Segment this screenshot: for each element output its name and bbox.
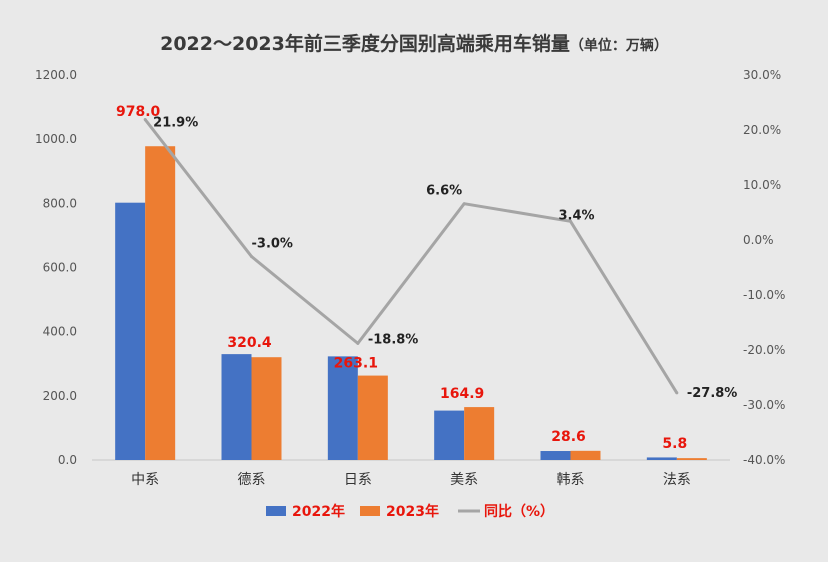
right-tick-label: -30.0% xyxy=(743,398,785,412)
legend-label: 同比（%） xyxy=(484,503,554,520)
data-label-yoy: 3.4% xyxy=(559,208,595,223)
category-label: 德系 xyxy=(238,472,266,488)
legend-swatch xyxy=(266,506,286,516)
data-label-yoy: -27.8% xyxy=(687,386,738,401)
yoy-line xyxy=(143,118,679,395)
yoy-point xyxy=(356,341,360,345)
legend-label: 2022年 xyxy=(292,503,345,520)
legend: 2022年 2023年 同比（%） xyxy=(266,503,554,520)
yoy-point xyxy=(143,118,147,122)
bar-2023 xyxy=(464,407,495,460)
bar-2022 xyxy=(540,451,571,460)
bar-2023 xyxy=(570,450,601,460)
bar-2022 xyxy=(115,202,146,461)
bar-2023 xyxy=(357,375,388,460)
legend-label: 2023年 xyxy=(386,503,439,520)
chart-title-unit: （单位：万辆） xyxy=(570,37,668,54)
bar-2022 xyxy=(221,354,252,460)
yoy-point xyxy=(250,255,253,258)
right-tick-label: 20.0% xyxy=(743,123,781,137)
category-label: 韩系 xyxy=(557,472,585,488)
chart-title: 2022～2023年前三季度分国别高端乘用车销量（单位：万辆） xyxy=(160,32,668,55)
yoy-point xyxy=(569,219,572,223)
left-tick-label: 0.0 xyxy=(58,453,77,467)
category-label: 中系 xyxy=(131,472,159,488)
bar-2023 xyxy=(145,146,176,460)
bar-2023 xyxy=(251,357,282,460)
left-tick-label: 400.0 xyxy=(43,325,77,339)
data-labels: 978.0 320.4 263.1 164.9 28.6 5.8 21.9% -3.0% -18… xyxy=(116,104,737,452)
chart-title-main: 2022～2023年前三季度分国别高端乘用车销量 xyxy=(160,32,570,55)
data-label-2023: 5.8 xyxy=(662,436,687,452)
legend-swatch xyxy=(360,506,380,516)
right-tick-label: -20.0% xyxy=(743,343,785,357)
category-label: 日系 xyxy=(344,472,372,488)
left-tick-label: 800.0 xyxy=(43,196,77,210)
left-tick-label: 600.0 xyxy=(43,261,77,275)
yoy-polyline xyxy=(143,118,679,394)
yoy-point xyxy=(675,391,679,395)
bar-2022 xyxy=(434,410,465,460)
right-tick-label: -40.0% xyxy=(743,453,785,467)
bar-2022 xyxy=(327,356,358,460)
right-tick-label: -10.0% xyxy=(743,288,785,302)
right-tick-label: 0.0% xyxy=(743,233,774,247)
bar-2023 xyxy=(676,458,707,460)
data-label-yoy: 6.6% xyxy=(426,184,462,199)
left-tick-label: 1200.0 xyxy=(35,68,77,82)
data-label-yoy: 21.9% xyxy=(153,116,198,131)
data-label-2023: 978.0 xyxy=(116,104,161,120)
category-label: 美系 xyxy=(450,472,478,488)
yoy-point xyxy=(462,202,466,206)
bar-2022 xyxy=(646,457,677,460)
right-tick-label: 10.0% xyxy=(743,178,781,192)
data-label-2023: 164.9 xyxy=(440,386,484,402)
data-label-yoy: -3.0% xyxy=(252,237,293,252)
data-label-2023: 320.4 xyxy=(227,335,272,351)
bars xyxy=(115,146,707,461)
left-tick-label: 200.0 xyxy=(43,389,77,403)
axes: 0.0 200.0 400.0 600.0 800.0 1000.0 1200.0 -40.0… xyxy=(35,68,785,488)
data-label-2023: 263.1 xyxy=(334,356,378,372)
category-label: 法系 xyxy=(663,472,691,488)
data-label-2023: 28.6 xyxy=(551,429,586,445)
right-tick-label: 30.0% xyxy=(743,68,781,82)
data-label-yoy: -18.8% xyxy=(368,332,419,347)
left-tick-label: 1000.0 xyxy=(35,132,77,146)
